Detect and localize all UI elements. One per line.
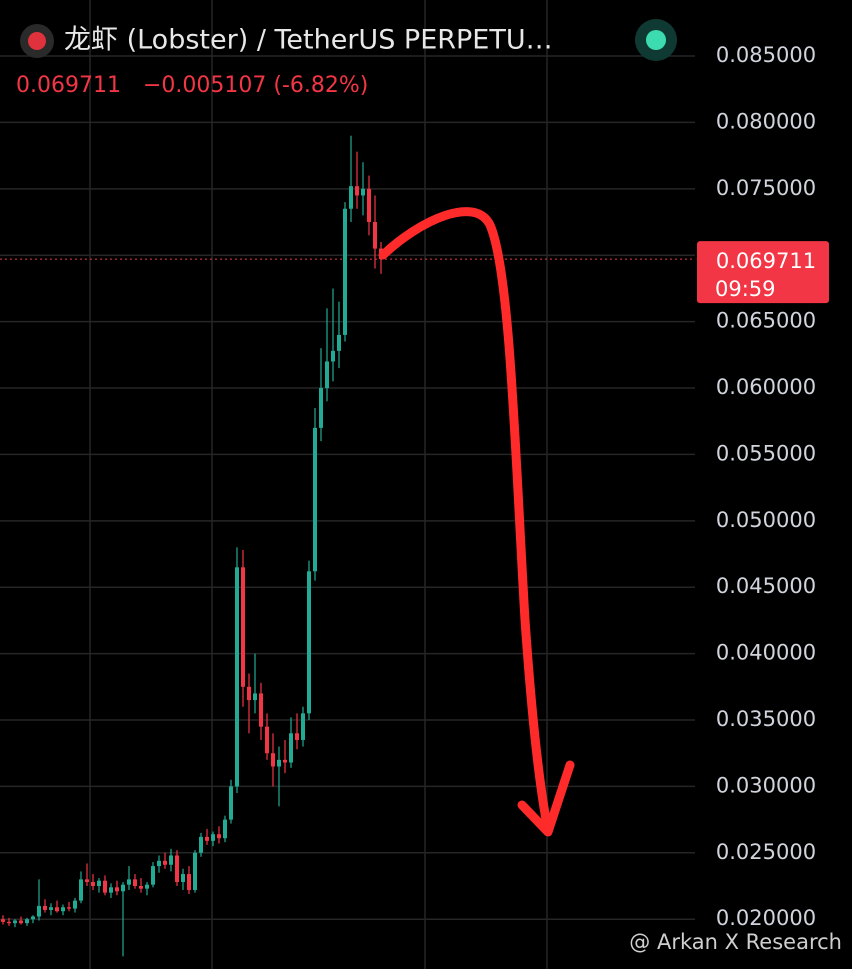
candle-body [157, 860, 161, 867]
candle-body [85, 879, 89, 883]
candle-body [205, 836, 209, 841]
candle-body [181, 874, 185, 883]
candle-body [217, 834, 221, 839]
candle-body [49, 907, 53, 910]
candle-body [73, 900, 77, 909]
candle-body [295, 733, 299, 740]
candle-body [19, 920, 23, 924]
status-dot [646, 30, 666, 50]
arrow-head [517, 760, 575, 837]
candle-body [337, 334, 341, 351]
candle-body [139, 886, 143, 889]
candle-body [319, 388, 323, 428]
candle-body [121, 884, 125, 892]
candle-body [277, 759, 281, 767]
last-price: 0.069711 [16, 73, 121, 98]
candle-body [289, 733, 293, 763]
candle-body [133, 879, 137, 887]
candle-body [109, 887, 113, 893]
candle-body [373, 222, 377, 249]
candle-body [331, 350, 335, 362]
grid [0, 55, 695, 920]
candle-body [349, 186, 353, 209]
candle-body [25, 919, 29, 924]
candle-body [175, 855, 179, 883]
y-tick-label: 0.040000 [716, 641, 816, 665]
watermark: @ Arkan X Research [629, 930, 842, 954]
candle-body [61, 907, 65, 912]
candle-body [367, 188, 371, 223]
y-tick-label: 0.050000 [716, 508, 816, 532]
candle-body [163, 860, 167, 865]
candle-body [127, 879, 131, 885]
candle-body [343, 208, 347, 335]
y-tick-label: 0.025000 [716, 840, 816, 864]
candle-body [91, 882, 95, 887]
candle-body [283, 759, 287, 763]
y-tick-label: 0.085000 [716, 43, 816, 67]
candle-body [187, 874, 191, 890]
candle-body [325, 361, 329, 389]
arrow [378, 207, 553, 835]
candle-body [223, 819, 227, 839]
candle-body [31, 916, 35, 920]
candle-body [37, 905, 41, 917]
y-tick-label: 0.080000 [716, 109, 816, 133]
coin-icon [28, 32, 46, 50]
y-axis: 0.020000 0.025000 0.030000 0.035000 0.040000… [697, 43, 829, 930]
candle-body [7, 921, 11, 924]
candle-body [169, 855, 173, 865]
candle-body [235, 567, 239, 787]
candle-body [211, 834, 215, 841]
candle-body [55, 907, 59, 912]
candle-body [265, 726, 269, 754]
candle-body [151, 866, 155, 885]
candle-body [199, 836, 203, 853]
candle-body [1, 919, 5, 922]
candle-body [43, 905, 47, 910]
candle-body [115, 887, 119, 892]
candle-body [361, 188, 365, 196]
candles [1, 135, 383, 957]
y-tick-label: 0.045000 [716, 574, 816, 598]
y-tick-label: 0.030000 [716, 773, 816, 797]
candle-body [355, 186, 359, 196]
candle-body [301, 713, 305, 740]
y-tick-label: 0.060000 [716, 375, 816, 399]
candle-body [247, 686, 251, 701]
last-price-box [697, 241, 829, 304]
candle-body [13, 920, 17, 924]
y-tick-label: 0.055000 [716, 441, 816, 465]
candle-body [145, 884, 149, 889]
candle-body [253, 693, 257, 701]
candle-body [67, 907, 71, 909]
y-tick-label: 0.035000 [716, 707, 816, 731]
candle-body [97, 880, 101, 887]
candle-body [241, 567, 245, 687]
candle-body [271, 753, 275, 767]
title: 龙虾 (Lobster) / TetherUS PERPETU… [64, 25, 553, 56]
y-tick-label: 0.075000 [716, 176, 816, 200]
y-tick-label: 0.020000 [716, 906, 816, 930]
candle-body [193, 852, 197, 890]
y-tick-label: 0.065000 [716, 309, 816, 333]
candle-body [229, 786, 233, 820]
countdown: 09:59 [715, 277, 776, 301]
candle-body [103, 880, 107, 893]
candle-body [307, 571, 311, 714]
last-price-label: 0.069711 [716, 249, 816, 273]
candle-body [259, 693, 263, 727]
candle-body [313, 427, 317, 572]
price-change: −0.005107 (-6.82%) [143, 73, 368, 98]
candle-body [79, 879, 83, 901]
